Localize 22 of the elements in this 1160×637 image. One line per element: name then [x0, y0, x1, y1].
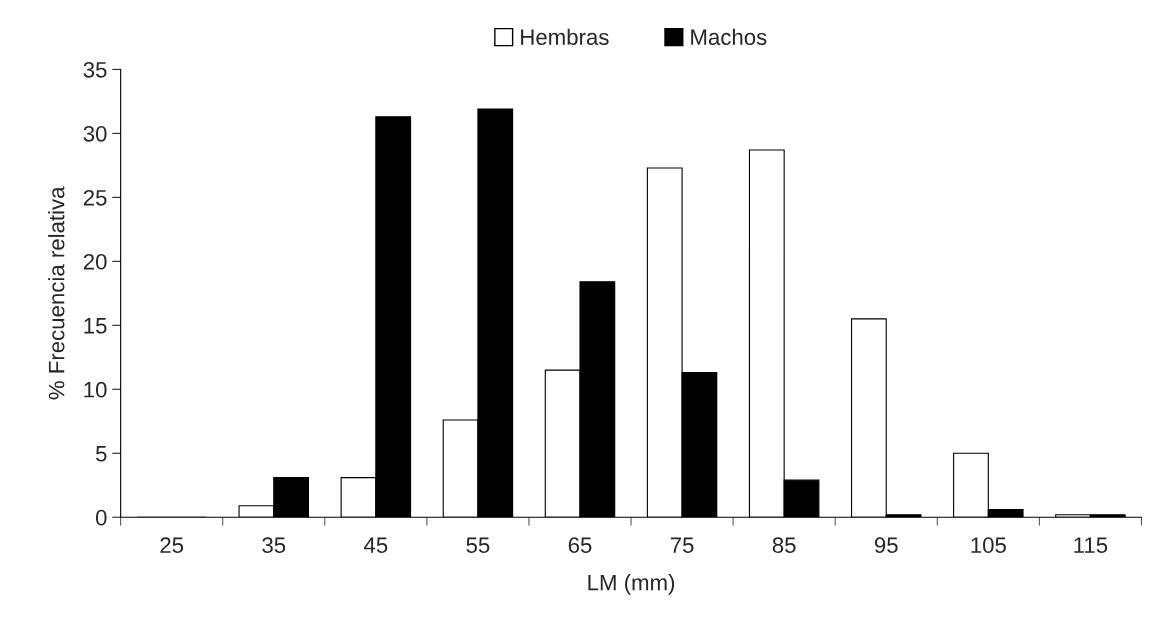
x-tick-label: 85 — [772, 537, 796, 554]
x-tick-label: 115 — [1074, 537, 1108, 554]
x-tick-label: 45 — [363, 537, 388, 554]
x-tick-label: 35 — [262, 537, 286, 554]
x-tick-label: 105 — [971, 537, 1006, 554]
y-axis-title: % Frecuencia relativa — [48, 186, 65, 400]
legend-label: Machos — [691, 28, 767, 46]
y-tick-label: 5 — [95, 446, 107, 462]
x-tick-label: 75 — [670, 537, 694, 554]
x-tick-label: 55 — [466, 537, 490, 554]
x-tick-label: 25 — [160, 537, 184, 554]
y-tick-label: 15 — [84, 318, 107, 334]
y-tick-label: 20 — [83, 253, 107, 270]
y-tick-label: 25 — [83, 189, 107, 206]
y-tick-label: 35 — [83, 61, 107, 78]
y-tick-label: 0 — [95, 509, 107, 526]
x-tick-label: 95 — [874, 537, 898, 554]
y-tick-label: 10 — [84, 381, 107, 398]
x-tick-label: 65 — [568, 537, 592, 554]
x-axis-title: LM (mm) — [588, 574, 675, 595]
y-tick-label: 30 — [83, 125, 107, 142]
legend-label: Hembras — [521, 28, 609, 46]
